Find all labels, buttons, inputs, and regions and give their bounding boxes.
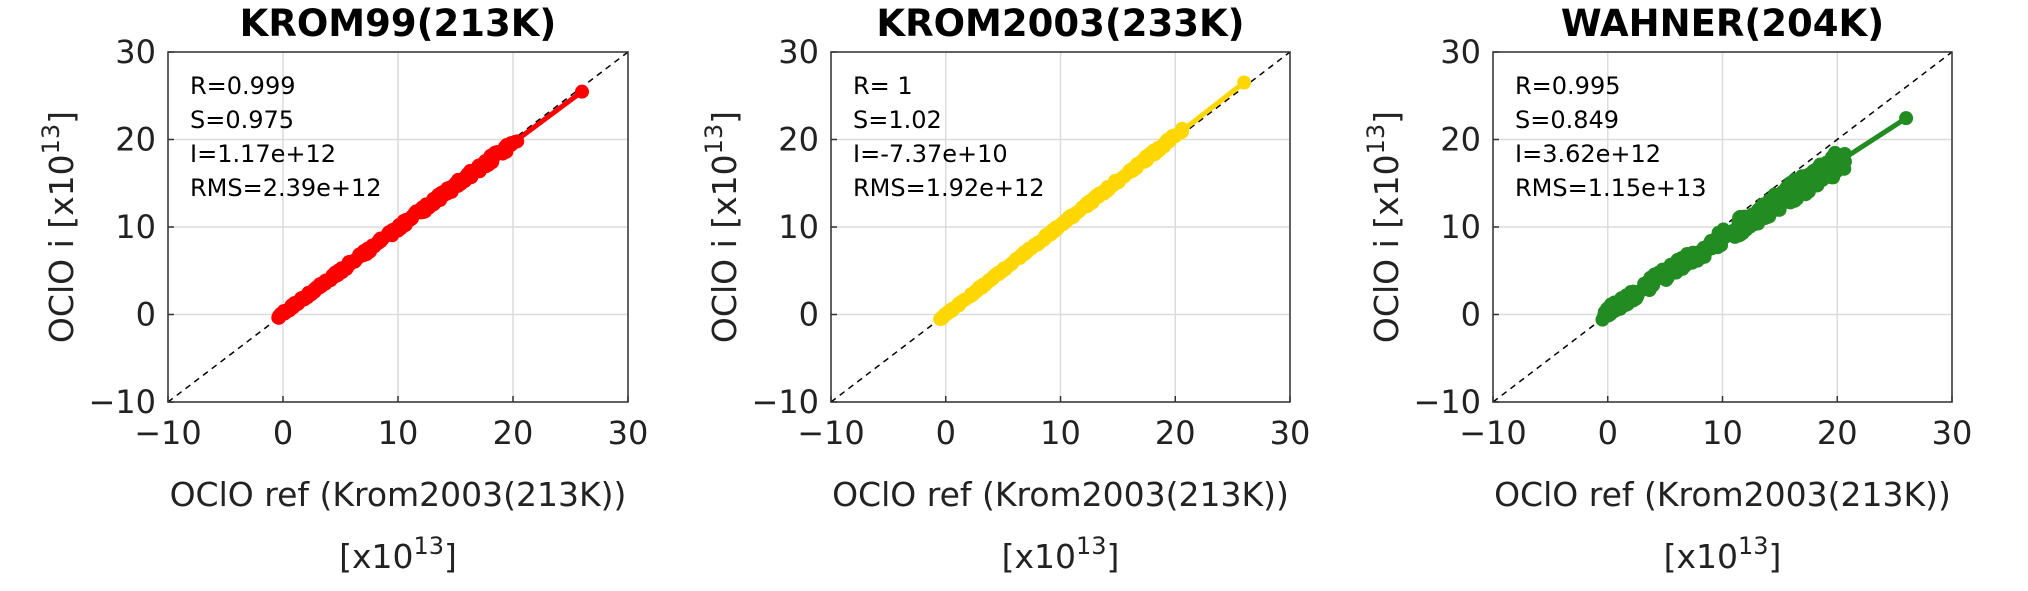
stat-text: R=0.995 [1515, 72, 1621, 100]
x-axis-unit: [x1013] [1002, 532, 1120, 576]
stat-text: S=1.02 [853, 106, 942, 134]
stat-text: I=-7.37e+10 [853, 140, 1008, 168]
stat-text: RMS=1.15e+13 [1515, 174, 1707, 202]
fit-line [1600, 116, 1908, 318]
y-tick-label: 10 [778, 208, 819, 246]
y-axis-label: OClO i [x1013] [700, 111, 744, 343]
data-point [1824, 170, 1839, 185]
y-tick-label: 30 [1440, 33, 1481, 71]
x-axis-unit: [x1013] [339, 532, 457, 576]
data-point [1783, 175, 1798, 190]
x-axis-unit: [x1013] [1664, 532, 1782, 576]
x-axis-label: OClO ref (Krom2003(213K)) [832, 475, 1289, 514]
x-tick-label: 10 [1702, 414, 1743, 452]
stat-text: R= 1 [853, 72, 913, 100]
x-tick-label: 30 [1932, 414, 1973, 452]
x-tick-label: 0 [936, 414, 956, 452]
chart-panel-1: −10 0 10 20 30 −10 0 10 20 30 KROM99(213K) R=0.999 S… [37, 2, 648, 576]
x-tick-label: 20 [493, 414, 534, 452]
stat-text: S=0.849 [1515, 106, 1619, 134]
y-tick-label: −10 [1413, 383, 1481, 421]
chart-panel-2: −10 0 10 20 30 −10 0 10 20 30 KROM2003(233K) R= 1 S=… [700, 2, 1310, 576]
y-tick-label: 30 [115, 33, 156, 71]
y-tick-label: 20 [115, 121, 156, 159]
stat-text: I=3.62e+12 [1515, 140, 1661, 168]
x-tick-label: 20 [1155, 414, 1196, 452]
chart-title: KROM2003(233K) [876, 2, 1244, 45]
stat-text: S=0.975 [190, 106, 294, 134]
x-axis-label: OClO ref (Krom2003(213K)) [170, 475, 627, 514]
x-tick-label: 0 [1598, 414, 1618, 452]
y-tick-label: 0 [799, 296, 819, 334]
chart-title: WAHNER(204K) [1561, 2, 1884, 45]
stat-text: R=0.999 [190, 72, 296, 100]
x-tick-label: 0 [273, 414, 293, 452]
y-tick-label: 30 [778, 33, 819, 71]
y-tick-label: 0 [1461, 296, 1481, 334]
y-tick-label: 20 [1440, 121, 1481, 159]
x-tick-label: −10 [797, 414, 865, 452]
y-tick-label: 0 [136, 296, 156, 334]
y-tick-label: 10 [115, 208, 156, 246]
fit-line [938, 80, 1246, 322]
x-tick-label: −10 [134, 414, 202, 452]
stat-text: RMS=2.39e+12 [190, 174, 382, 202]
x-tick-label: 10 [1040, 414, 1081, 452]
x-tick-label: 20 [1817, 414, 1858, 452]
fit-end-point [1237, 75, 1252, 90]
y-tick-label: −10 [88, 383, 156, 421]
x-tick-label: 30 [1270, 414, 1311, 452]
fit-end-point [1899, 111, 1914, 126]
y-tick-label: −10 [751, 383, 819, 421]
chart-panel-3: −10 0 10 20 30 −10 0 10 20 30 WAHNER(204K) R=0.995 S… [1362, 2, 1972, 576]
stat-text: RMS=1.92e+12 [853, 174, 1045, 202]
y-axis-label: OClO i [x1013] [1362, 111, 1406, 343]
stat-text: I=1.17e+12 [190, 140, 336, 168]
x-tick-label: 10 [378, 414, 419, 452]
x-axis-label: OClO ref (Krom2003(213K)) [1494, 475, 1951, 514]
x-tick-label: −10 [1459, 414, 1527, 452]
data-point [1787, 193, 1802, 208]
data-point [1595, 312, 1610, 327]
chart-title: KROM99(213K) [240, 2, 557, 45]
y-axis-label: OClO i [x1013] [37, 111, 81, 343]
fit-line [275, 89, 584, 320]
y-tick-label: 10 [1440, 208, 1481, 246]
y-tick-label: 20 [778, 121, 819, 159]
x-tick-label: 30 [608, 414, 649, 452]
fit-end-point [575, 84, 589, 99]
